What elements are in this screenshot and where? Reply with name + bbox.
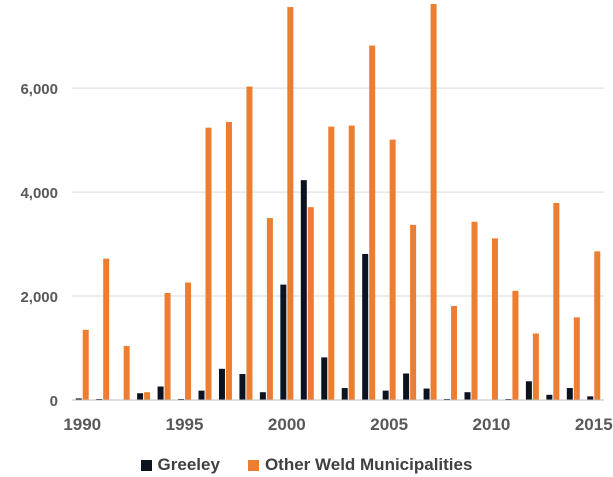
x-tick-label: 2015 [575, 415, 613, 434]
bar-greeley-2001 [300, 180, 307, 400]
bar-other-weld-1995 [185, 282, 192, 400]
bar-greeley-1996 [198, 390, 205, 400]
bar-other-weld-2005 [389, 139, 396, 400]
bar-other-weld-2002 [328, 126, 335, 401]
bar-other-weld-1999 [266, 218, 273, 400]
bar-greeley-2015 [587, 396, 594, 400]
bar-greeley-2004 [362, 253, 369, 400]
bar-greeley-2000 [280, 284, 287, 400]
bar-greeley-1999 [259, 392, 266, 400]
bar-greeley-2012 [525, 381, 532, 400]
y-tick-label: 2,000 [20, 289, 58, 306]
bar-other-weld-1994 [164, 292, 171, 400]
bar-other-weld-2014 [573, 317, 580, 400]
bar-other-weld-1990 [82, 329, 89, 400]
bar-other-weld-2003 [348, 125, 355, 400]
bars [75, 3, 601, 401]
y-tick-label: 6,000 [20, 81, 58, 98]
x-tick-label: 1990 [63, 415, 101, 434]
bar-greeley-2002 [321, 357, 328, 400]
y-tick-label: 4,000 [20, 185, 58, 202]
x-tick-label: 2010 [473, 415, 511, 434]
bar-greeley-2006 [403, 373, 410, 400]
bar-greeley-2014 [566, 388, 573, 400]
bar-other-weld-2011 [512, 290, 519, 400]
bar-greeley-2003 [341, 388, 348, 400]
x-axis-ticks: 1990 1995 2000 2005 2010 2015 [63, 415, 612, 434]
bar-other-weld-2004 [369, 45, 376, 400]
bar-other-weld-2012 [532, 333, 539, 400]
legend-label-other-weld: Other Weld Municipalities [264, 455, 473, 474]
bar-greeley-2013 [546, 394, 553, 400]
bar-other-weld-1997 [225, 121, 232, 400]
bar-greeley-1993 [137, 393, 144, 400]
bar-other-weld-1996 [205, 127, 212, 400]
bar-greeley-1995 [178, 398, 185, 400]
bar-greeley-1997 [218, 368, 225, 400]
legend-label-greeley: Greeley [157, 455, 220, 474]
y-axis-ticks: 0 2,000 4,000 6,000 [20, 81, 58, 410]
legend-swatch-greeley [140, 459, 152, 471]
legend: Greeley Other Weld Municipalities [0, 455, 613, 475]
bar-other-weld-2010 [491, 238, 498, 400]
bar-greeley-1990 [75, 398, 82, 400]
bar-greeley-2009 [464, 392, 471, 400]
bar-other-weld-2008 [451, 305, 458, 400]
bar-greeley-2008 [444, 398, 451, 400]
bar-greeley-1998 [239, 374, 246, 400]
bar-other-weld-1998 [246, 86, 253, 400]
bar-greeley-2005 [382, 390, 389, 400]
bar-greeley-1994 [157, 386, 164, 400]
x-tick-label: 2000 [268, 415, 306, 434]
bar-other-weld-2006 [410, 224, 417, 400]
gridlines [72, 87, 604, 297]
bar-other-weld-2007 [430, 3, 437, 400]
bar-other-weld-1992 [123, 345, 130, 400]
x-tick-label: 2005 [370, 415, 408, 434]
bar-other-weld-2009 [471, 221, 478, 400]
legend-swatch-other-weld [247, 459, 259, 471]
bar-other-weld-2013 [553, 203, 560, 400]
y-tick-label: 0 [50, 393, 58, 410]
bar-other-weld-2000 [287, 7, 294, 400]
bar-other-weld-2015 [594, 251, 601, 400]
bar-chart-svg: 0 2,000 4,000 6,000 1990 1995 2000 2005 2010 201… [20, 3, 613, 434]
legend-item-greeley: Greeley [140, 455, 220, 475]
bar-other-weld-2001 [307, 207, 314, 400]
x-tick-label: 1995 [166, 415, 204, 434]
bar-other-weld-1993 [144, 392, 151, 400]
bar-other-weld-1991 [103, 258, 110, 400]
bar-greeley-2007 [423, 388, 430, 400]
legend-item-other-weld: Other Weld Municipalities [247, 455, 473, 475]
